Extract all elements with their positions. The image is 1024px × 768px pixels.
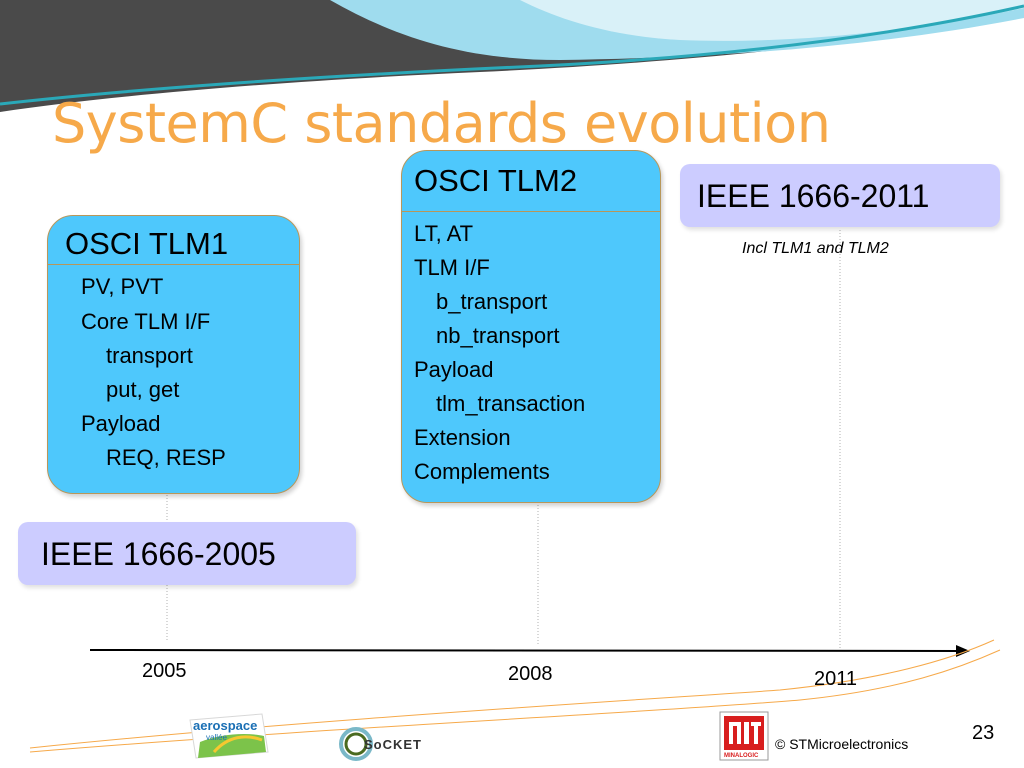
socket-logo: SoCKET — [339, 727, 422, 761]
ieee-2011-label: IEEE 1666-2011 — [697, 178, 930, 214]
copyright-text: © STMicroelectronics — [775, 736, 909, 752]
ieee-2011-box: IEEE 1666-2011 — [680, 164, 1000, 227]
ieee-2005-label: IEEE 1666-2005 — [41, 536, 276, 572]
header-teal-line — [0, 4, 1024, 106]
tlm2-line: tlm_transaction — [436, 391, 586, 416]
tlm1-line: Core TLM I/F — [81, 309, 211, 334]
tlm2-line: Complements — [414, 459, 550, 484]
tlm2-line: LT, AT — [414, 221, 474, 246]
aerospace-logo: aerospace vallée — [189, 713, 269, 759]
timeline-year-2008: 2008 — [508, 663, 553, 685]
tlm2-line: Extension — [414, 425, 511, 450]
header-light-band — [520, 0, 1024, 41]
socket-logo-text: SoCKET — [364, 737, 422, 752]
tlm1-line: transport — [106, 343, 193, 368]
aerospace-logo-subtext: vallée — [206, 733, 227, 742]
tlm2-card: OSCI TLM2 LT, AT TLM I/F b_transport nb_… — [401, 150, 661, 503]
tlm1-line: REQ, RESP — [106, 445, 226, 470]
tlm1-line: PV, PVT — [81, 274, 164, 299]
timeline-year-2011: 2011 — [814, 668, 858, 690]
tlm1-line: put, get — [106, 377, 180, 402]
tlm1-card: OSCI TLM1 PV, PVT Core TLM I/F transport… — [47, 215, 300, 494]
tlm2-card-title: OSCI TLM2 — [414, 163, 578, 198]
tlm1-card-header: OSCI TLM1 — [48, 216, 299, 265]
tlm1-line: Payload — [81, 411, 161, 436]
timeline-year-2005: 2005 — [142, 660, 187, 682]
ieee-2011-note: Incl TLM1 and TLM2 — [742, 240, 889, 257]
ieee-2005-box: IEEE 1666-2005 — [18, 522, 356, 585]
page-number: 23 — [972, 722, 995, 744]
slide-title: SystemC standards evolution — [52, 92, 831, 155]
tlm2-line: TLM I/F — [414, 255, 490, 280]
timeline-axis — [89, 649, 959, 652]
aerospace-logo-text: aerospace — [193, 718, 257, 733]
tlm2-line: Payload — [414, 357, 494, 382]
tlm2-line: b_transport — [436, 289, 548, 314]
minalogic-logo-text: MINALOGIC — [724, 753, 759, 759]
tlm2-line: nb_transport — [436, 323, 560, 348]
tlm1-card-title: OSCI TLM1 — [65, 226, 229, 261]
tlm2-card-header: OSCI TLM2 — [402, 151, 660, 212]
minalogic-logo: MINALOGIC — [719, 711, 769, 761]
